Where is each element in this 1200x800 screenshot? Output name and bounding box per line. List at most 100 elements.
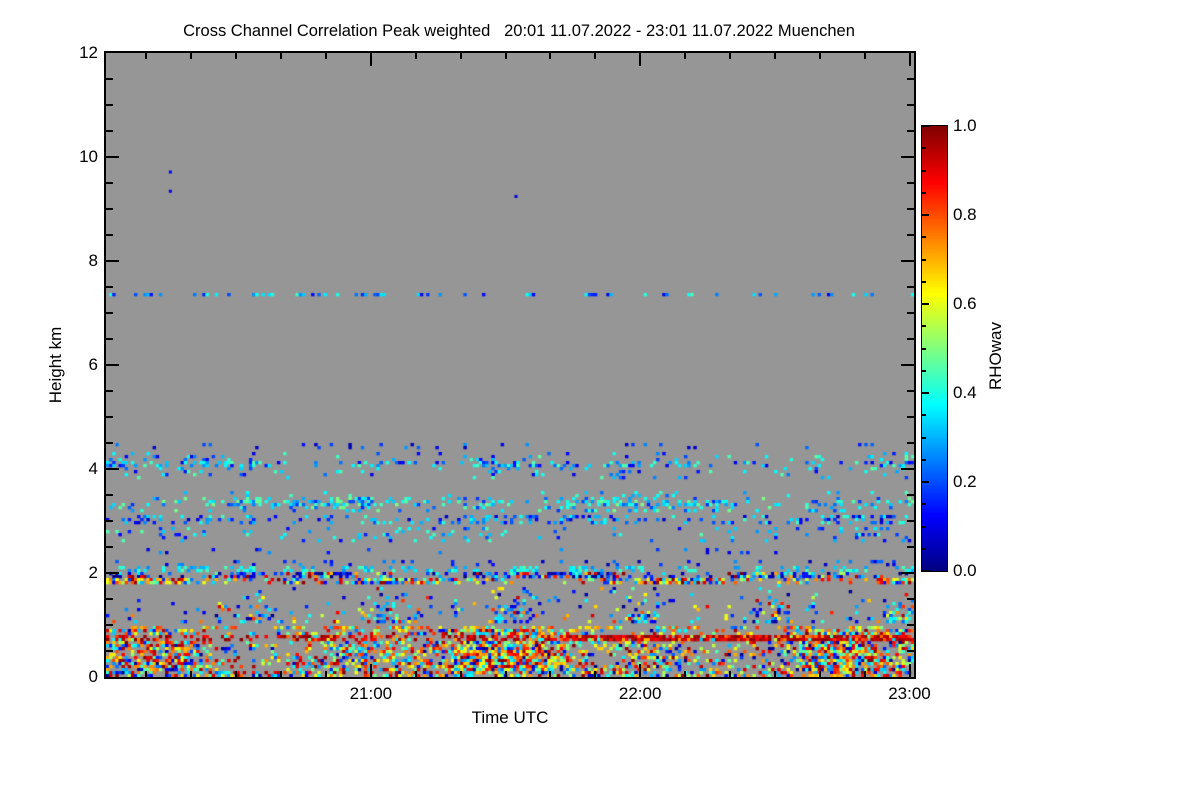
tick-mark bbox=[908, 53, 911, 66]
tick-mark bbox=[901, 260, 914, 262]
tick-mark bbox=[280, 671, 283, 677]
tick-mark bbox=[106, 546, 113, 548]
tick-mark bbox=[106, 364, 119, 366]
tick-mark bbox=[324, 671, 327, 677]
tick-mark bbox=[106, 624, 113, 626]
tick-mark bbox=[728, 53, 731, 59]
colorbar-tick-mark bbox=[922, 191, 926, 194]
tick-mark bbox=[907, 650, 914, 652]
tick-mark bbox=[639, 53, 642, 66]
colorbar-tick-mark bbox=[922, 436, 926, 439]
heatmap-canvas bbox=[106, 53, 914, 677]
colorbar-tick-mark bbox=[922, 325, 926, 328]
tick-mark bbox=[863, 671, 866, 677]
tick-mark bbox=[907, 520, 914, 522]
colorbar-tick-mark bbox=[922, 481, 929, 483]
tick-mark bbox=[106, 208, 113, 210]
x-tick-label: 21:00 bbox=[349, 684, 393, 703]
colorbar-tick-label: 0.8 bbox=[953, 205, 977, 224]
tick-mark bbox=[504, 53, 507, 59]
colorbar-tick-mark bbox=[922, 369, 926, 372]
tick-mark bbox=[106, 78, 113, 80]
tick-mark bbox=[106, 286, 113, 288]
tick-mark bbox=[106, 156, 119, 158]
colorbar-tick-mark bbox=[922, 125, 929, 127]
colorbar-tick-mark bbox=[922, 458, 926, 461]
tick-mark bbox=[106, 572, 119, 574]
y-tick-label: 2 bbox=[88, 563, 98, 582]
tick-mark bbox=[901, 364, 914, 366]
y-tick-label: 12 bbox=[79, 43, 98, 62]
tick-mark bbox=[106, 416, 113, 418]
tick-mark bbox=[414, 671, 417, 677]
colorbar-tick-label: 0.6 bbox=[953, 294, 977, 313]
tick-mark bbox=[106, 390, 113, 392]
y-tick-label: 10 bbox=[79, 147, 98, 166]
tick-mark bbox=[773, 53, 776, 59]
tick-mark bbox=[106, 494, 113, 496]
tick-mark bbox=[907, 416, 914, 418]
tick-mark bbox=[594, 53, 597, 59]
tick-mark bbox=[190, 53, 193, 59]
tick-mark bbox=[145, 53, 148, 59]
tick-mark bbox=[369, 53, 372, 66]
tick-mark bbox=[106, 650, 113, 652]
tick-mark bbox=[907, 546, 914, 548]
tick-mark bbox=[639, 664, 642, 677]
tick-mark bbox=[907, 208, 914, 210]
tick-mark bbox=[684, 53, 687, 59]
tick-mark bbox=[728, 671, 731, 677]
tick-mark bbox=[907, 338, 914, 340]
tick-mark bbox=[504, 671, 507, 677]
colorbar-tick-mark bbox=[922, 525, 926, 528]
tick-mark bbox=[907, 390, 914, 392]
colorbar-tick-mark bbox=[922, 392, 929, 394]
tick-mark bbox=[907, 312, 914, 314]
tick-mark bbox=[106, 104, 113, 106]
colorbar-tick-label: 1.0 bbox=[953, 116, 977, 135]
tick-mark bbox=[907, 624, 914, 626]
tick-mark bbox=[459, 671, 462, 677]
colorbar-tick-label: 0.2 bbox=[953, 472, 977, 491]
tick-mark bbox=[324, 53, 327, 59]
plot-area bbox=[104, 51, 916, 679]
tick-mark bbox=[907, 286, 914, 288]
tick-mark bbox=[280, 53, 283, 59]
tick-mark bbox=[863, 53, 866, 59]
tick-mark bbox=[907, 104, 914, 106]
tick-mark bbox=[684, 671, 687, 677]
tick-mark bbox=[908, 664, 911, 677]
colorbar-tick-mark bbox=[922, 236, 926, 239]
colorbar-tick-mark bbox=[922, 147, 926, 150]
y-tick-label: 0 bbox=[88, 667, 98, 686]
colorbar-tick-mark bbox=[922, 169, 926, 172]
tick-mark bbox=[818, 53, 821, 59]
colorbar-tick-label: 0.4 bbox=[953, 383, 977, 402]
tick-mark bbox=[594, 671, 597, 677]
colorbar-tick-label: 0.0 bbox=[953, 561, 977, 580]
chart-title: Cross Channel Correlation Peak weighted … bbox=[183, 22, 855, 40]
tick-mark bbox=[106, 182, 113, 184]
tick-mark bbox=[106, 468, 119, 470]
colorbar-canvas bbox=[922, 126, 947, 571]
tick-mark bbox=[106, 442, 113, 444]
tick-mark bbox=[235, 671, 238, 677]
tick-mark bbox=[907, 234, 914, 236]
tick-mark bbox=[106, 260, 119, 262]
tick-mark bbox=[106, 598, 113, 600]
colorbar-tick-mark bbox=[922, 347, 926, 350]
y-tick-label: 4 bbox=[88, 459, 98, 478]
tick-mark bbox=[145, 671, 148, 677]
y-tick-label: 8 bbox=[88, 251, 98, 270]
x-tick-label: 22:00 bbox=[618, 684, 662, 703]
colorbar-tick-mark bbox=[922, 280, 926, 283]
y-axis-title-text: Height km bbox=[46, 326, 65, 404]
tick-mark bbox=[907, 182, 914, 184]
tick-mark bbox=[901, 572, 914, 574]
tick-mark bbox=[459, 53, 462, 59]
tick-mark bbox=[907, 442, 914, 444]
colorbar-tick-mark bbox=[922, 303, 929, 305]
tick-mark bbox=[907, 78, 914, 80]
tick-mark bbox=[907, 598, 914, 600]
